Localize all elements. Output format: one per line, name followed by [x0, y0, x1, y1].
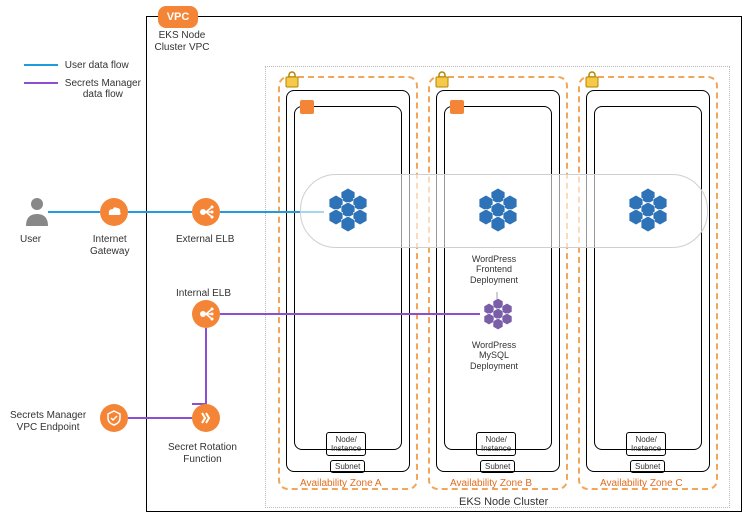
- subnet-label-0: Subnet: [330, 460, 365, 473]
- user-icon: [24, 196, 50, 229]
- igw-label: Internet Gateway: [90, 234, 129, 257]
- public-subnet-marker-1: [450, 100, 464, 114]
- internal-elb-label: Internal ELB: [176, 288, 231, 300]
- subnet-label-2: Subnet: [630, 460, 665, 473]
- hex-icon: [641, 216, 655, 232]
- hex-icon: [491, 216, 505, 232]
- legend-swatch-user: [24, 64, 58, 66]
- az-label-1: Availability Zone B: [450, 478, 532, 490]
- external-elb-label: External ELB: [176, 234, 234, 246]
- node-box-0: [294, 106, 402, 450]
- hex-icon: [502, 313, 512, 325]
- secrets-endpoint-label: Secrets Manager VPC Endpoint: [10, 410, 86, 433]
- eks-cluster-label: EKS Node Cluster: [459, 496, 548, 509]
- legend-item-secrets: Secrets Manager data flow: [24, 78, 141, 101]
- public-subnet-marker-0: [300, 100, 314, 114]
- az-label-2: Availability Zone C: [600, 478, 683, 490]
- hex-icon: [353, 209, 367, 225]
- vpc-badge-text: VPC: [167, 11, 190, 23]
- hex-icon: [503, 209, 517, 225]
- legend-label-secrets: Secrets Manager data flow: [65, 78, 141, 101]
- igw-icon: [100, 198, 128, 226]
- node-box-2: [594, 106, 702, 450]
- legend: User data flow Secrets Manager data flow: [24, 60, 141, 101]
- external-elb-icon: [192, 198, 220, 226]
- legend-swatch-secrets: [24, 82, 58, 84]
- subnet-label-1: Subnet: [480, 460, 515, 473]
- user-label: User: [20, 234, 41, 246]
- secrets-endpoint-icon: [100, 404, 128, 432]
- architecture-diagram: { "canvas": { "w": 750, "h": 520 }, "col…: [0, 0, 750, 520]
- hex-icon: [493, 318, 503, 330]
- vpc-label: EKS Node Cluster VPC: [152, 30, 212, 54]
- node-instance-label-0: Node/ Instance: [326, 432, 366, 456]
- hex-icon: [653, 209, 667, 225]
- vpc-badge: VPC: [158, 6, 198, 28]
- lock-icon-1: [434, 70, 450, 91]
- legend-item-user: User data flow: [24, 60, 141, 72]
- wp-frontend-label: WordPress Frontend Deployment: [470, 254, 518, 285]
- legend-label-user: User data flow: [65, 60, 129, 71]
- az-label-0: Availability Zone A: [300, 478, 382, 490]
- internal-elb-icon: [192, 300, 220, 328]
- lambda-icon: [192, 404, 220, 432]
- lock-icon-2: [584, 70, 600, 91]
- wp-mysql-label: WordPress MySQL Deployment: [470, 340, 518, 371]
- rotation-fn-label: Secret Rotation Function: [168, 442, 237, 465]
- node-instance-label-1: Node/ Instance: [476, 432, 516, 456]
- lock-icon-0: [284, 70, 300, 91]
- hex-icon: [341, 216, 355, 232]
- node-instance-label-2: Node/ Instance: [626, 432, 666, 456]
